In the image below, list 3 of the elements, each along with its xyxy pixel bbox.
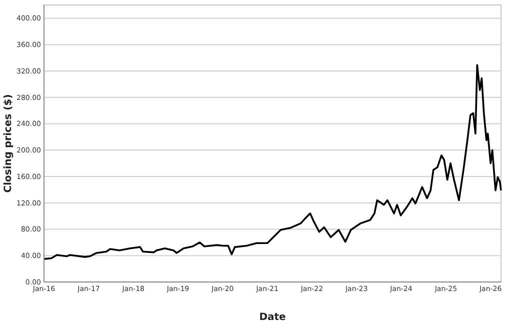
line-series <box>43 64 502 260</box>
x-axis-title: Date <box>259 312 286 323</box>
y-axis-title: Closing prices ($) <box>3 94 14 193</box>
